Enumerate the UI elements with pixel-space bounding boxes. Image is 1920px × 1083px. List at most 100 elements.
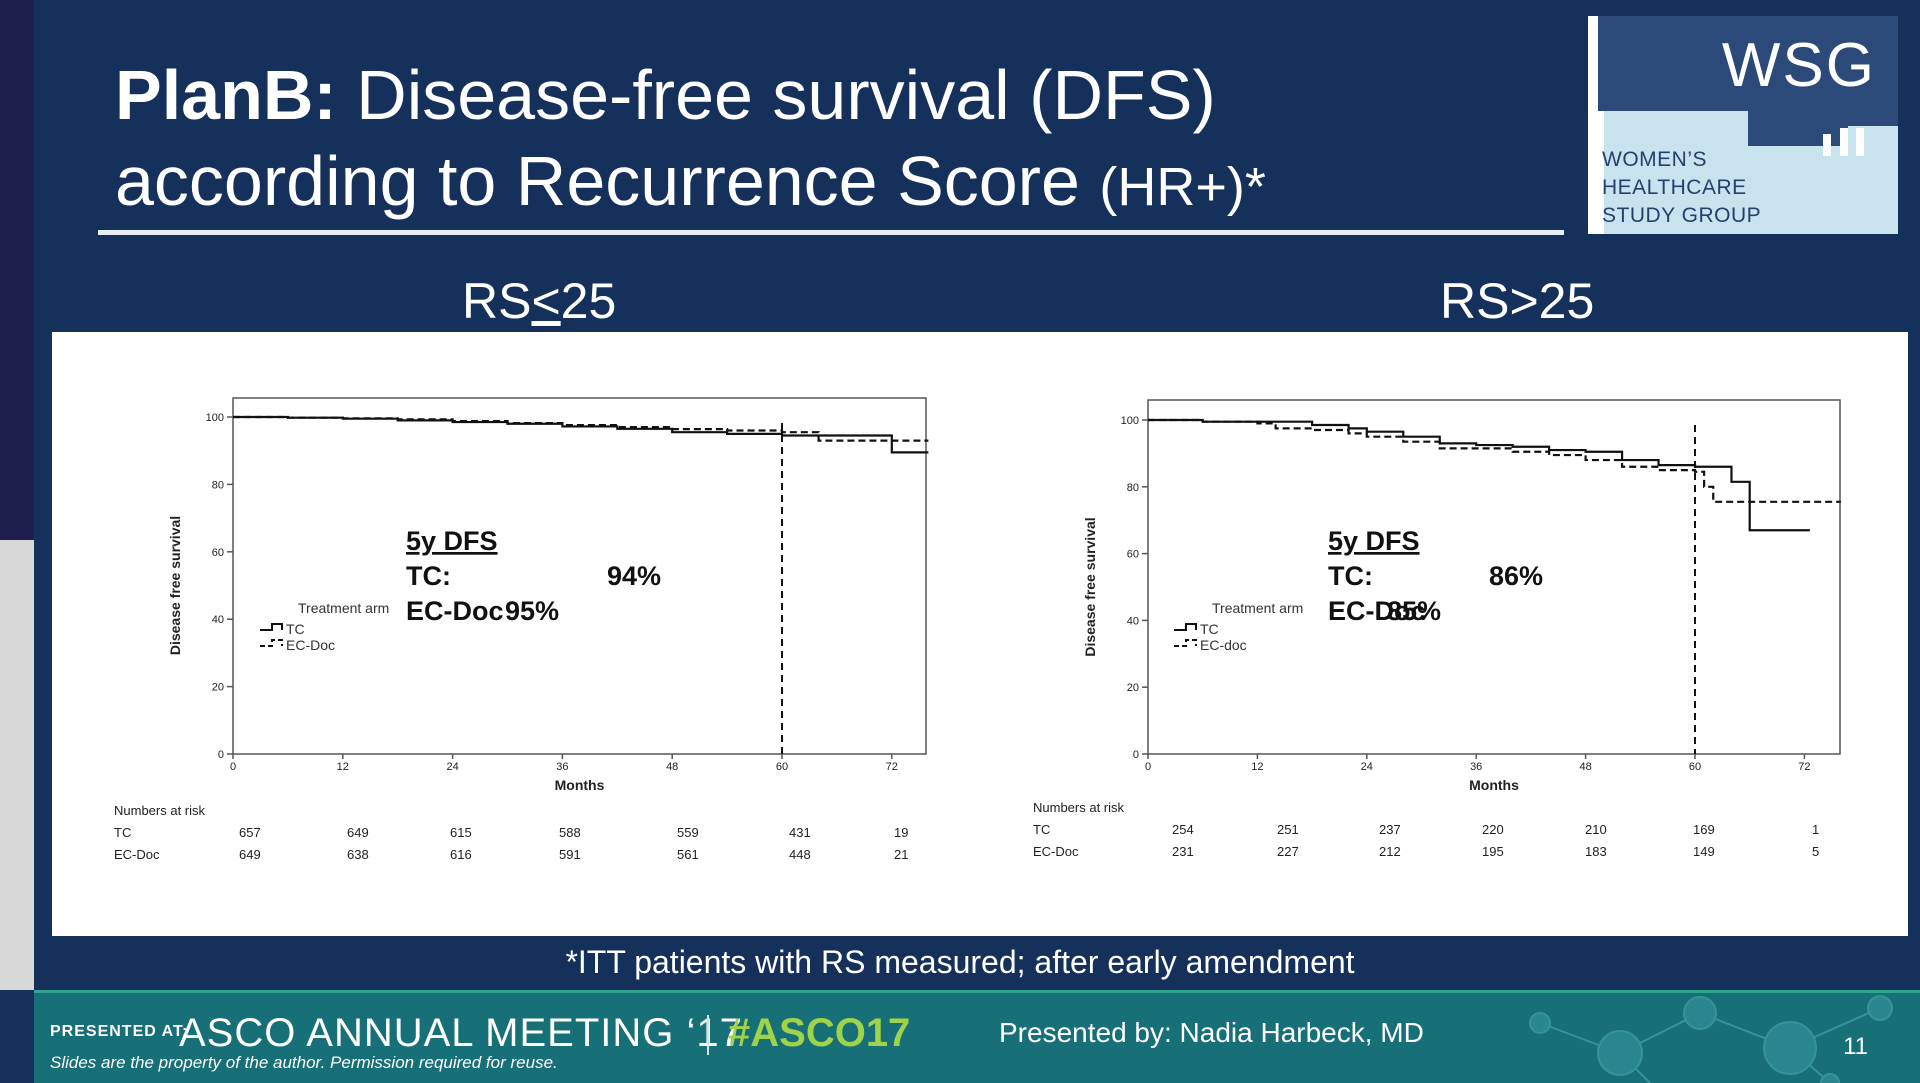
- chart1-ytick-label: 0: [218, 749, 224, 761]
- panel-title-right: RS>25: [1440, 272, 1594, 330]
- chart1-annotation-heading: 5y DFS: [406, 526, 498, 556]
- chart1-plot-frame: [232, 397, 927, 755]
- chart1-annotation-value: 94%: [607, 561, 661, 591]
- km-charts-svg: 0 20 40 60 80 100 0 12 24 36 48 60 72 Months Disease f…: [114, 397, 1841, 862]
- chart1-risk-value: 431: [789, 825, 811, 840]
- chart1-risk-value: 615: [450, 825, 472, 840]
- left-accent-bar: [0, 0, 34, 540]
- wsg-logo: WSG WOMEN’S HEALTHCARE STUDY GROUP: [1588, 16, 1898, 234]
- chart2-xtick-label: 72: [1798, 761, 1810, 773]
- panel-title-right-pre: RS>25: [1440, 273, 1595, 329]
- chart1-ytick-label: 60: [212, 547, 224, 559]
- panel-title-left-post: 25: [560, 273, 617, 329]
- chart2-risk-row-label: TC: [1033, 822, 1050, 837]
- chart1-xtick-label: 24: [446, 761, 458, 773]
- chart1-xaxis-label: Months: [555, 777, 605, 793]
- chart2-ytick-label: 0: [1133, 749, 1139, 761]
- chart2-risk-value: 183: [1585, 844, 1607, 859]
- chart2-ytick-label: 100: [1121, 415, 1139, 427]
- chart1-xtick-label: 36: [556, 761, 568, 773]
- meeting-hashtag: #ASCO17: [728, 1011, 911, 1055]
- title-bold: PlanB:: [115, 56, 337, 134]
- panel-title-left-under: <: [531, 273, 561, 329]
- chart1-xtick-label: 0: [230, 761, 236, 773]
- chart2-risk-row-label: EC-Doc: [1033, 844, 1079, 859]
- chart2-annotation-value: 85%: [1387, 596, 1441, 626]
- chart1-annotation-label: EC-Doc: [406, 596, 504, 626]
- left-gray-bar: [0, 540, 34, 990]
- chart2-risk-value: 227: [1277, 844, 1299, 859]
- chart2-annotation-label: TC:: [1328, 561, 1373, 591]
- chart1-yaxis-label: Disease free survival: [167, 516, 183, 655]
- chart2-risk-value: 220: [1482, 822, 1504, 837]
- panel-title-left-pre: RS: [462, 273, 532, 329]
- chart1-xtick-label: 60: [776, 761, 788, 773]
- chart1-risk-row-label: TC: [114, 825, 131, 840]
- chart2-xtick-label: 12: [1251, 761, 1263, 773]
- chart2-risk-value: 5: [1812, 844, 1819, 859]
- chart2-risk-value: 210: [1585, 822, 1607, 837]
- chart1-risk-value: 561: [677, 847, 699, 862]
- chart2-risk-value: 231: [1172, 844, 1194, 859]
- chart2-xaxis-label: Months: [1469, 777, 1519, 793]
- panel-title-left: RS<25: [462, 272, 616, 330]
- chart2-ytick-label: 40: [1127, 615, 1139, 627]
- footer-network-decoration: [1529, 995, 1893, 1083]
- chart1-risk-value: 21: [894, 847, 908, 862]
- chart1-ytick-label: 100: [206, 412, 224, 424]
- chart2-annotation-heading: 5y DFS: [1328, 526, 1420, 556]
- chart2-ytick-label: 60: [1127, 549, 1139, 561]
- chart2-risk-value: 195: [1482, 844, 1504, 859]
- logo-abbr: WSG: [1721, 31, 1876, 100]
- logo-line1: WOMEN’S: [1602, 148, 1707, 171]
- chart1-ytick-label: 80: [212, 479, 224, 491]
- footer-disclaimer: Slides are the property of the author. P…: [50, 1053, 558, 1072]
- chart1-risk-value: 649: [347, 825, 369, 840]
- chart2-xtick-label: 60: [1689, 761, 1701, 773]
- chart1-series-ec-doc: [233, 415, 929, 442]
- chart2-ytick-label: 20: [1127, 682, 1139, 694]
- chart2-risk-value: 237: [1379, 822, 1401, 837]
- chart1-annotation-label: TC:: [406, 561, 451, 591]
- logo-line2: HEALTHCARE: [1602, 176, 1747, 199]
- chart2-series-ec-doc: [1148, 418, 1841, 503]
- chart1-xtick-label: 12: [337, 761, 349, 773]
- title-rest: Disease-free survival (DFS): [336, 56, 1216, 134]
- chart1-risk-value: 649: [239, 847, 261, 862]
- presented-at-label: PRESENTED AT:: [50, 1023, 189, 1040]
- chart2-risk-title: Numbers at risk: [1033, 800, 1125, 815]
- chart2-annotation-value: 86%: [1489, 561, 1543, 591]
- chart1-risk-value: 19: [894, 825, 908, 840]
- chart1-ytick-label: 20: [212, 682, 224, 694]
- chart-panel: 0 20 40 60 80 100 0 12 24 36 48 60 72 Months Disease f…: [52, 332, 1908, 936]
- chart1-legend-label: EC-Doc: [286, 637, 335, 653]
- chart1-legend-label: TC: [286, 621, 305, 637]
- chart2-xtick-label: 48: [1579, 761, 1591, 773]
- chart1-risk-title: Numbers at risk: [114, 803, 206, 818]
- chart2-annotation-label: EC-Doc: [1328, 596, 1426, 626]
- chart1-xtick-label: 48: [666, 761, 678, 773]
- footer-divider: [707, 1015, 709, 1055]
- chart2-yaxis-label: Disease free survival: [1082, 517, 1098, 656]
- chart1-risk-value: 559: [677, 825, 699, 840]
- chart1-xtick-label: 72: [886, 761, 898, 773]
- title-underline: [98, 230, 1564, 235]
- chart1-risk-value: 591: [559, 847, 581, 862]
- chart1-risk-value: 616: [450, 847, 472, 862]
- chart1-legend-title: Treatment arm: [298, 600, 389, 616]
- slide-number: 11: [1843, 1033, 1868, 1060]
- title-line2: according to Recurrence Score: [115, 142, 1100, 220]
- footer-bar: PRESENTED AT: ASCO ANNUAL MEETING ‘17 #A…: [34, 990, 1920, 1083]
- title-suffix: (HR+)*: [1099, 157, 1266, 217]
- chart2-legend-label: EC-doc: [1200, 637, 1247, 653]
- chart1-annotation-value: 95%: [505, 596, 559, 626]
- chart2-xtick-label: 24: [1361, 761, 1373, 773]
- chart1-risk-value: 588: [559, 825, 581, 840]
- presenter-name: Presented by: Nadia Harbeck, MD: [999, 1017, 1424, 1048]
- logo-line3: STUDY GROUP: [1602, 204, 1762, 227]
- chart2-legend-symbol: [1174, 623, 1197, 631]
- chart2-legend-title: Treatment arm: [1212, 600, 1303, 616]
- chart2-risk-value: 169: [1693, 822, 1715, 837]
- chart2-series-tc: [1148, 418, 1810, 532]
- chart2-xtick-label: 0: [1145, 761, 1151, 773]
